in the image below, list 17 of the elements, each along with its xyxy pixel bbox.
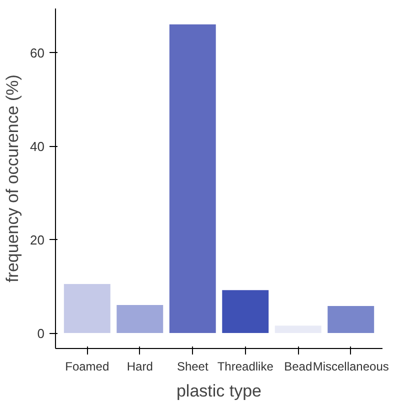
y-tick-label: 40 xyxy=(30,138,45,154)
bar xyxy=(116,304,164,334)
x-tick-label: Bead xyxy=(284,360,312,374)
x-tick-label: Miscellaneous xyxy=(312,360,389,374)
x-axis-title: plastic type xyxy=(176,382,262,400)
y-tick-label: 20 xyxy=(30,232,45,248)
y-tick-label: 60 xyxy=(30,45,45,60)
x-tick-label: Sheet xyxy=(176,360,209,374)
x-tick-label: Threadlike xyxy=(217,360,274,374)
bar xyxy=(168,23,217,334)
y-tick-label: 0 xyxy=(37,326,45,342)
x-tick-label: Foamed xyxy=(65,360,110,374)
y-axis-title: frequency of occurence (%) xyxy=(3,74,22,282)
bar xyxy=(221,289,270,334)
bar xyxy=(62,282,112,334)
x-tick-label: Hard xyxy=(126,360,153,374)
bar xyxy=(326,304,376,334)
